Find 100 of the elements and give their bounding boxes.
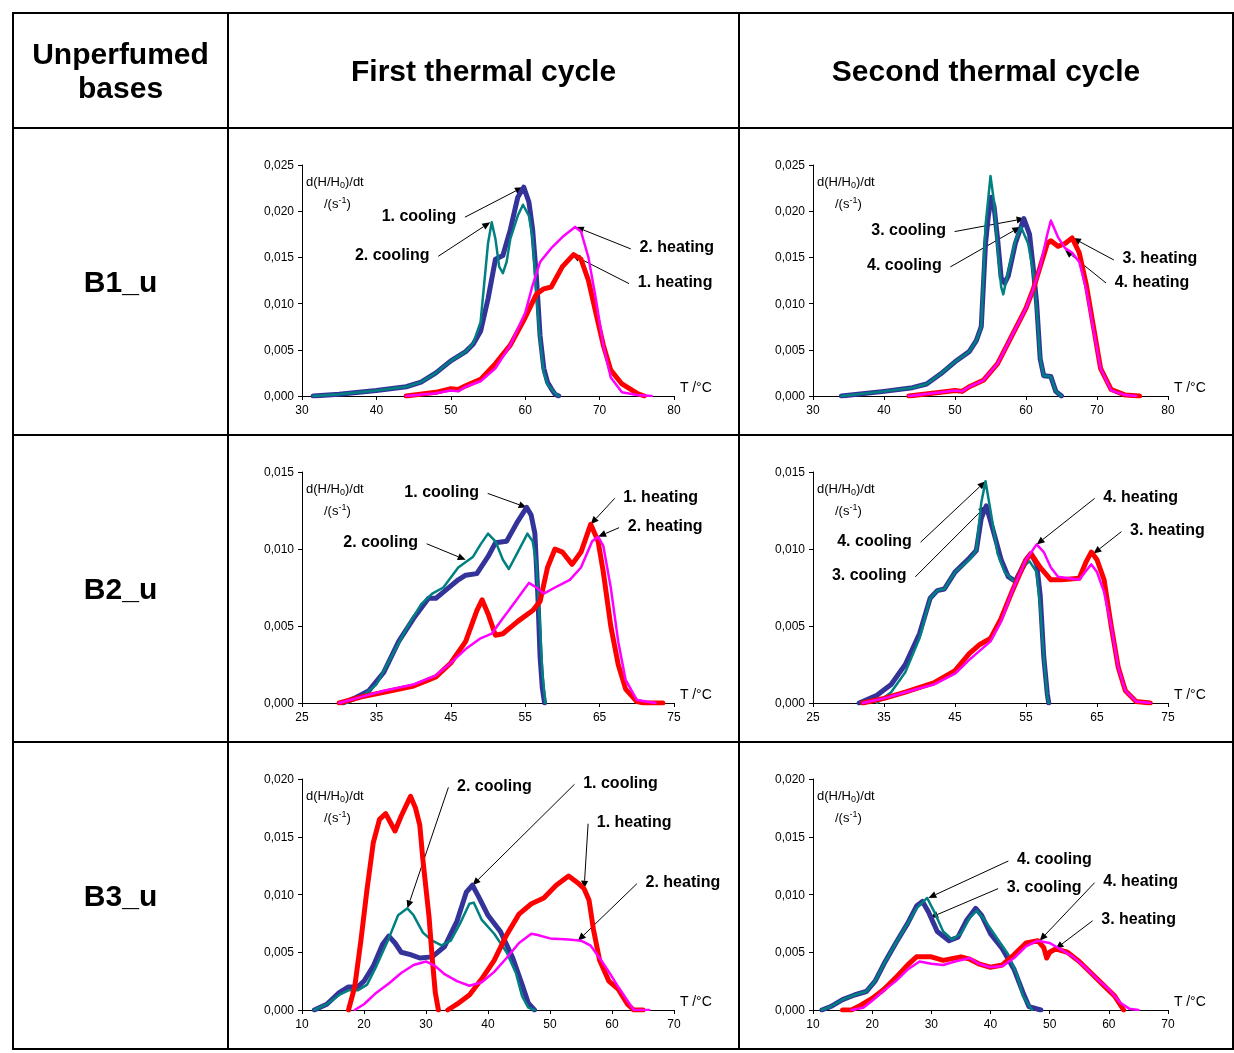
annotation: 1. heating bbox=[623, 487, 699, 505]
x-tick-label: 70 bbox=[667, 1017, 682, 1031]
x-tick-label: 40 bbox=[877, 403, 892, 417]
x-axis-title: T /°C bbox=[1174, 379, 1206, 395]
x-tick-label: 45 bbox=[444, 710, 458, 724]
y-tick-label: 0,000 bbox=[775, 389, 806, 403]
y-tick-label: 0,015 bbox=[775, 465, 806, 479]
x-axis-title: T /°C bbox=[680, 993, 712, 1009]
text: B3_u bbox=[13, 742, 229, 1049]
x-tick-label: 40 bbox=[481, 1017, 496, 1031]
x-tick-label: 30 bbox=[806, 403, 821, 417]
x-tick-label: 30 bbox=[924, 1017, 939, 1031]
y-tick-label: 0,000 bbox=[264, 696, 295, 710]
x-tick-label: 35 bbox=[877, 710, 892, 724]
annotation: 1. cooling bbox=[381, 206, 457, 224]
y-tick-label: 0,005 bbox=[264, 619, 295, 633]
y-tick-label: 0,000 bbox=[775, 1003, 806, 1017]
y-tick-label: 0,020 bbox=[264, 204, 295, 219]
x-tick-label: 20 bbox=[357, 1017, 372, 1031]
y-tick-label: 0,015 bbox=[775, 829, 806, 844]
annotation: 4. heating bbox=[1114, 272, 1190, 290]
annotation: 4. heating bbox=[1103, 487, 1179, 505]
x-tick-label: 45 bbox=[948, 710, 963, 724]
y-tick-label: 0,015 bbox=[264, 465, 295, 479]
x-tick-label: 70 bbox=[1161, 1017, 1176, 1031]
annotation: 4. heating bbox=[1103, 872, 1178, 890]
x-tick-label: 50 bbox=[444, 403, 458, 417]
y-tick-label: 0,005 bbox=[264, 945, 295, 960]
x-tick-label: 25 bbox=[806, 710, 821, 724]
x-tick-label: 75 bbox=[667, 710, 682, 724]
y-tick-label: 0,020 bbox=[775, 772, 806, 786]
y-tick-label: 0,020 bbox=[775, 204, 806, 219]
y-tick-label: 0,005 bbox=[775, 945, 806, 960]
y-tick-label: 0,015 bbox=[264, 250, 295, 265]
x-tick-label: 25 bbox=[295, 710, 310, 724]
x-tick-label: 50 bbox=[948, 403, 963, 417]
annotation: 3. cooling bbox=[871, 221, 946, 239]
x-axis-title: T /°C bbox=[1174, 993, 1206, 1009]
x-tick-label: 10 bbox=[806, 1017, 821, 1031]
x-tick-label: 70 bbox=[1090, 403, 1105, 417]
y-tick-label: 0,010 bbox=[264, 296, 295, 311]
annotation: 2. heating bbox=[627, 517, 703, 535]
y-tick-label: 0,005 bbox=[264, 342, 295, 357]
x-tick-label: 35 bbox=[369, 710, 384, 724]
x-axis-title: T /°C bbox=[680, 686, 712, 702]
y-tick-label: 0,010 bbox=[775, 542, 806, 556]
x-tick-label: 55 bbox=[1019, 710, 1034, 724]
x-tick-label: 30 bbox=[419, 1017, 434, 1031]
annotation: 2. cooling bbox=[457, 776, 532, 794]
y-tick-label: 0,025 bbox=[775, 158, 806, 172]
x-tick-label: 80 bbox=[1161, 403, 1176, 417]
annotation: 2. cooling bbox=[354, 245, 430, 263]
x-axis-title: T /°C bbox=[1174, 686, 1206, 702]
annotation: 2. heating bbox=[639, 238, 715, 256]
y-tick-label: 0,000 bbox=[264, 1003, 295, 1017]
annotation: 4. cooling bbox=[1017, 850, 1092, 868]
annotation: 3. cooling bbox=[1006, 878, 1082, 896]
x-tick-label: 10 bbox=[295, 1017, 310, 1031]
y-tick-label: 0,015 bbox=[775, 250, 806, 265]
text: B2_u bbox=[13, 435, 229, 742]
annotation: 1. heating bbox=[596, 813, 672, 831]
annotation: 3. cooling bbox=[831, 566, 907, 584]
text: B1_u bbox=[13, 128, 229, 435]
y-tick-label: 0,010 bbox=[775, 296, 806, 311]
annotation: 3. heating bbox=[1122, 249, 1198, 267]
x-tick-label: 55 bbox=[518, 710, 533, 724]
x-tick-label: 65 bbox=[1090, 710, 1105, 724]
y-tick-label: 0,005 bbox=[775, 342, 806, 357]
y-tick-label: 0,010 bbox=[775, 887, 806, 902]
chart-title: First thermal cycle bbox=[228, 13, 740, 128]
annotation: 1. heating bbox=[637, 273, 713, 291]
y-tick-label: 0,010 bbox=[264, 542, 295, 556]
x-tick-label: 65 bbox=[593, 710, 607, 724]
y-tick-label: 0,000 bbox=[775, 696, 806, 710]
y-tick-label: 0,015 bbox=[264, 829, 295, 844]
x-tick-label: 50 bbox=[543, 1017, 558, 1031]
annotation: 4. cooling bbox=[837, 531, 912, 549]
y-tick-label: 0,000 bbox=[264, 389, 295, 403]
x-tick-label: 30 bbox=[295, 403, 310, 417]
x-tick-label: 20 bbox=[865, 1017, 880, 1031]
x-tick-label: 60 bbox=[518, 403, 533, 417]
x-tick-label: 40 bbox=[369, 403, 384, 417]
annotation: 3. heating bbox=[1101, 910, 1176, 928]
x-tick-label: 60 bbox=[1102, 1017, 1116, 1031]
text: Unperfumed bases bbox=[31, 36, 210, 105]
y-tick-label: 0,010 bbox=[264, 887, 295, 902]
annotation: 1. cooling bbox=[583, 773, 658, 791]
annotation: 2. cooling bbox=[343, 533, 419, 551]
x-tick-label: 40 bbox=[983, 1017, 998, 1031]
x-tick-label: 60 bbox=[605, 1017, 620, 1031]
y-tick-label: 0,005 bbox=[775, 619, 806, 633]
annotation: 1. cooling bbox=[404, 482, 480, 500]
x-tick-label: 80 bbox=[667, 403, 682, 417]
annotation: 4. cooling bbox=[867, 256, 942, 274]
x-tick-label: 75 bbox=[1161, 710, 1176, 724]
chart-title: Second thermal cycle bbox=[739, 13, 1233, 128]
x-tick-label: 50 bbox=[1043, 1017, 1057, 1031]
annotation: 3. heating bbox=[1130, 521, 1205, 539]
x-axis-title: T /°C bbox=[680, 379, 712, 395]
x-tick-label: 70 bbox=[593, 403, 607, 417]
